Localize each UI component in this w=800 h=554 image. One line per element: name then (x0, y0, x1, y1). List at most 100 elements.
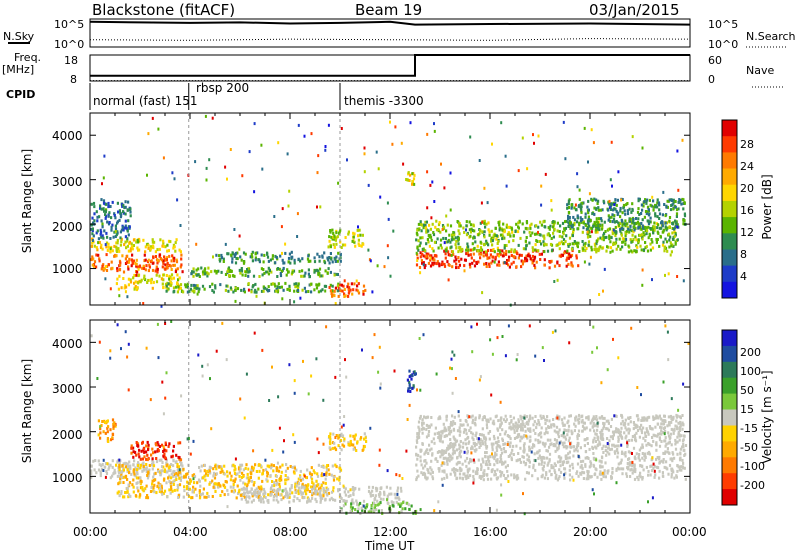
velocity-cell (578, 417, 581, 421)
power-cell (668, 245, 671, 249)
power-cell (278, 267, 281, 271)
velocity-cell (543, 456, 546, 460)
power-cell (328, 239, 331, 243)
velocity-cell (574, 418, 577, 422)
velocity-cell (595, 418, 599, 422)
power-noise-cell (562, 120, 565, 124)
velocity-cell (584, 456, 587, 460)
power-cell (356, 228, 359, 232)
power-cell (170, 268, 173, 271)
power-cell (468, 220, 471, 224)
velocity-cell (599, 464, 602, 468)
velocity-cell (593, 473, 596, 477)
velocity-cell (518, 458, 521, 461)
velocity-cell (253, 481, 256, 484)
power-cell (334, 258, 337, 261)
velocity-cell (645, 427, 648, 431)
power-cell (147, 246, 150, 250)
velocity-cell (315, 489, 318, 493)
velocity-cell (627, 450, 630, 454)
velocity-cell (594, 432, 597, 436)
velocity-cell (155, 460, 159, 464)
power-cell (127, 219, 130, 223)
velocity-cell (568, 473, 571, 477)
power-cell (288, 284, 291, 288)
power-noise-cell (493, 260, 496, 264)
velocity-cell (413, 370, 416, 374)
power-cell (608, 234, 611, 238)
velocity-cell (320, 465, 323, 468)
velocity-cell (519, 414, 522, 418)
power-cell (129, 249, 132, 253)
velocity-cell (318, 491, 321, 495)
velocity-cell (394, 496, 397, 500)
velocity-cell (567, 439, 570, 443)
power-cell (338, 230, 341, 234)
power-cell (573, 206, 576, 210)
velocity-cell (152, 478, 156, 482)
velocity-cell (271, 480, 274, 483)
power-cell (603, 236, 606, 240)
power-cell (654, 205, 657, 209)
velocity-cell (388, 492, 391, 496)
velocity-cell (415, 445, 418, 449)
velocity-cell (495, 446, 498, 450)
power-cell (670, 244, 673, 248)
power-noise-cell (196, 292, 199, 296)
velocity-cell (458, 472, 462, 476)
velocity-cell (99, 436, 102, 440)
velocity-cell (374, 504, 377, 507)
power-noise-cell (400, 141, 403, 145)
power-cell (587, 240, 591, 244)
power-noise-cell (124, 290, 127, 294)
power-cell (556, 221, 559, 225)
power-cell (211, 282, 214, 286)
power-cell (240, 258, 243, 262)
velocity-cell (396, 496, 399, 500)
velocity-cell (124, 491, 127, 494)
power-cell (344, 243, 347, 247)
power-cell (640, 227, 643, 231)
power-cell (109, 205, 112, 208)
power-cell (612, 208, 615, 212)
velocity-cell (557, 455, 560, 459)
velocity-cell (340, 508, 343, 512)
power-cell (571, 234, 574, 238)
velocity-cell (152, 475, 155, 479)
power-cell (360, 244, 363, 248)
power-cell (149, 278, 152, 282)
power-cell (358, 228, 361, 232)
velocity-cell (484, 440, 487, 444)
power-noise-cell (433, 200, 436, 203)
velocity-cell (104, 431, 107, 435)
velocity-cell (117, 490, 120, 494)
power-noise-cell (664, 273, 666, 277)
power-cell (637, 207, 640, 211)
velocity-cell (619, 434, 622, 437)
velocity-cell (492, 419, 495, 423)
power-cell (577, 241, 580, 245)
velocity-cell (259, 495, 262, 499)
velocity-cell (334, 446, 337, 450)
power-cell (668, 238, 671, 242)
power-cell (116, 241, 119, 245)
velocity-cell (459, 445, 462, 449)
velocity-cell (173, 488, 176, 492)
velocity-cell (467, 415, 470, 419)
power-cell (484, 225, 487, 229)
power-noise-cell (160, 304, 163, 308)
noise-sky-line (89, 20, 691, 26)
power-cell (507, 263, 510, 267)
power-noise-cell (316, 171, 319, 175)
velocity-cell (606, 450, 609, 454)
power-cell (352, 288, 355, 292)
power-noise-cell (392, 229, 395, 233)
power-cell (460, 257, 463, 261)
velocity-cell (111, 459, 114, 463)
velocity-cell (515, 435, 518, 439)
velocity-cell (663, 414, 666, 418)
power-cell (575, 254, 578, 258)
velocity-cell (503, 450, 506, 454)
velocity-cell (552, 418, 555, 421)
velocity-cell (378, 502, 381, 506)
